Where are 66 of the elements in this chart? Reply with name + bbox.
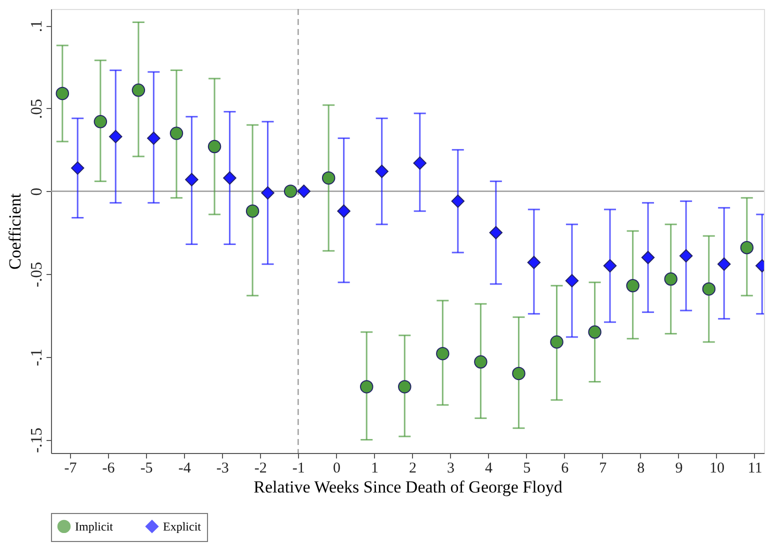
point [489, 226, 503, 240]
x-tick-label: 0 [332, 460, 340, 476]
x-tick-label: 8 [637, 460, 645, 476]
point [550, 335, 564, 349]
y-axis-title: Coefficient [6, 193, 24, 270]
y-tick-label: .1 [28, 20, 46, 32]
x-tick-label: 7 [599, 460, 608, 476]
y-tick-label: -.1 [28, 348, 46, 366]
point [603, 259, 617, 272]
point [451, 194, 465, 208]
point [474, 355, 488, 368]
point [337, 204, 350, 218]
point [588, 325, 602, 339]
x-tick-label: -7 [64, 460, 78, 476]
point [641, 250, 655, 264]
point [398, 380, 412, 394]
y-tick-label: -.05 [28, 262, 46, 288]
point [246, 204, 260, 218]
point [436, 346, 450, 360]
x-tick-label: -3 [216, 460, 229, 476]
x-tick-label: 11 [748, 460, 762, 476]
x-tick-label: -6 [102, 460, 116, 476]
x-tick-label: 1 [370, 460, 378, 476]
point [208, 140, 222, 154]
legend-label: Explicit [163, 519, 202, 534]
point [740, 240, 754, 254]
point [170, 126, 184, 140]
x-tick-label: -4 [178, 460, 192, 476]
point [185, 173, 198, 186]
point [413, 156, 426, 170]
legend-label: Implicit [75, 519, 114, 534]
point [512, 366, 526, 380]
point [527, 256, 541, 270]
point [626, 279, 640, 292]
x-tick-label: 3 [447, 460, 455, 476]
y-tick-label: .05 [28, 98, 46, 119]
x-tick-label: 9 [675, 460, 683, 476]
point [297, 184, 310, 198]
point [223, 171, 236, 185]
point [565, 274, 579, 288]
x-axis-title: Relative Weeks Since Death of George Floyd [254, 478, 563, 496]
point [375, 164, 388, 178]
point [702, 282, 716, 296]
point [56, 86, 70, 100]
x-tick-label: 6 [561, 460, 570, 476]
point [70, 161, 84, 175]
x-tick-label: -1 [292, 460, 305, 476]
point [664, 272, 678, 286]
x-tick-label: -5 [140, 460, 153, 476]
point [360, 380, 374, 394]
y-tick-label: -.15 [28, 428, 46, 453]
point [132, 84, 146, 97]
point [109, 130, 122, 144]
point [679, 249, 693, 262]
x-tick-label: 5 [523, 460, 531, 476]
x-tick-label: 4 [485, 460, 494, 476]
x-tick-label: 2 [409, 460, 417, 476]
x-tick-label: -2 [254, 460, 267, 476]
point [147, 132, 160, 145]
point [717, 258, 731, 271]
point [94, 115, 108, 128]
y-tick-label: 0 [28, 188, 46, 196]
point [322, 171, 336, 185]
point [284, 184, 298, 198]
point [261, 186, 274, 200]
x-tick-label: 10 [709, 460, 724, 476]
